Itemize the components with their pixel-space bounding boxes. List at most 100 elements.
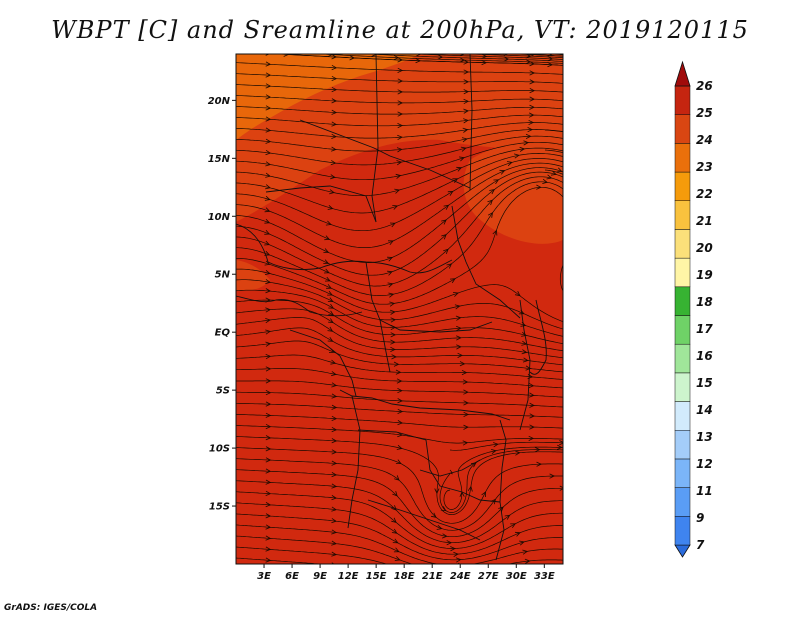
legend-label: 7 — [696, 538, 705, 552]
streamline-arrow — [462, 440, 469, 446]
streamline-arrow — [264, 269, 271, 275]
streamline-arrow — [481, 60, 488, 66]
streamline-arrow — [331, 86, 338, 93]
streamline-arrow — [463, 98, 470, 105]
legend-swatch — [674, 286, 691, 316]
streamline-arrow — [394, 556, 401, 561]
country-borders — [236, 54, 547, 561]
streamline-arrow — [265, 366, 272, 372]
streamline-arrow — [393, 547, 400, 553]
streamline-arrow — [331, 460, 338, 466]
streamline-arrow — [387, 240, 394, 246]
streamline-arrow — [265, 423, 272, 430]
streamline-arrow — [265, 557, 272, 563]
streamline-arrow — [431, 512, 437, 518]
streamline-arrow — [390, 332, 397, 338]
streamline-arrow — [503, 54, 509, 57]
streamline-arrow — [330, 359, 337, 365]
streamline-arrow — [264, 260, 271, 266]
streamline-arrow — [392, 490, 398, 497]
country-border — [529, 299, 547, 375]
streamline-arrow — [265, 490, 272, 496]
streamline — [408, 54, 563, 60]
streamline-arrow — [265, 329, 272, 335]
legend-swatch — [674, 372, 691, 402]
streamline-arrow — [463, 400, 470, 406]
legend-swatch — [674, 401, 691, 431]
streamline-arrow — [396, 378, 403, 384]
streamline-arrow — [529, 413, 536, 419]
streamline — [236, 425, 563, 444]
streamline-arrow — [265, 54, 271, 56]
streamline-arrow — [265, 401, 272, 407]
lon-tick-label: 24E — [450, 571, 471, 582]
streamline — [236, 186, 563, 305]
streamline — [236, 502, 563, 555]
map-frame — [235, 53, 564, 565]
streamline-arrow — [397, 100, 404, 106]
legend-label: 11 — [696, 484, 713, 498]
streamline-arrow — [462, 379, 469, 385]
streamline-arrow — [265, 513, 272, 519]
streamline-arrow — [452, 292, 459, 297]
streamline — [544, 149, 563, 154]
streamline-arrow — [492, 229, 498, 236]
streamline-arrow — [503, 56, 510, 62]
streamline-arrow — [265, 61, 272, 67]
country-border — [236, 223, 453, 274]
streamline-arrow — [265, 72, 272, 78]
streamline-arrow — [331, 393, 338, 399]
country-border — [371, 54, 379, 223]
streamline-arrow — [265, 161, 272, 167]
streamline-arrow — [449, 278, 456, 284]
streamline — [236, 289, 563, 337]
streamline — [236, 162, 563, 248]
streamline — [236, 141, 563, 181]
lon-tick-label: 6E — [285, 571, 299, 582]
streamline-arrow — [518, 309, 525, 315]
streamline — [458, 54, 563, 59]
streamline-arrow — [264, 240, 271, 246]
streamline-arrow — [522, 549, 529, 555]
streamline-arrow — [456, 344, 462, 350]
streamline-arrow — [389, 309, 396, 315]
streamline-arrow — [266, 591, 271, 595]
lat-tick-label: 10S — [209, 444, 230, 455]
streamline-arrow — [459, 57, 466, 63]
streamline-arrow — [397, 590, 402, 594]
streamline-arrow — [441, 233, 447, 240]
streamline-arrow — [514, 531, 521, 537]
streamline-arrow — [264, 207, 271, 213]
streamline-arrow — [498, 506, 504, 512]
streamline-arrow — [392, 538, 399, 544]
streamline-arrow — [390, 317, 397, 323]
streamline-arrow — [570, 60, 575, 64]
streamline-arrow — [265, 341, 272, 347]
country-border — [379, 319, 391, 373]
streamline-arrow — [325, 220, 332, 226]
lon-tick-label: 3E — [257, 571, 271, 582]
streamline — [236, 546, 388, 564]
streamline-arrow — [332, 594, 337, 598]
streamline-arrow — [510, 523, 516, 529]
streamline-arrow — [481, 54, 488, 59]
color-legend: 7 9 11 12 13 14 15 16 17 18 19 20 21 22 23 24 25 26 — [674, 60, 713, 558]
streamline — [236, 557, 325, 564]
lat-tick-label: EQ — [215, 328, 231, 339]
streamline-arrow — [265, 378, 272, 384]
streamline — [236, 114, 563, 127]
streamline-arrow — [521, 340, 528, 346]
streamline — [271, 54, 563, 66]
country-border — [299, 119, 471, 189]
streamline-arrow — [264, 195, 271, 201]
streamline-arrow — [528, 382, 535, 389]
legend-swatch — [674, 487, 691, 517]
streamline-arrow — [463, 596, 468, 600]
streamline-arrow — [327, 290, 333, 296]
streamline — [222, 579, 562, 600]
streamline-arrow — [463, 118, 469, 124]
streamline-arrow — [463, 389, 469, 395]
streamline-arrow — [490, 498, 496, 505]
streamline — [439, 449, 563, 513]
streamline-arrow — [328, 348, 335, 353]
